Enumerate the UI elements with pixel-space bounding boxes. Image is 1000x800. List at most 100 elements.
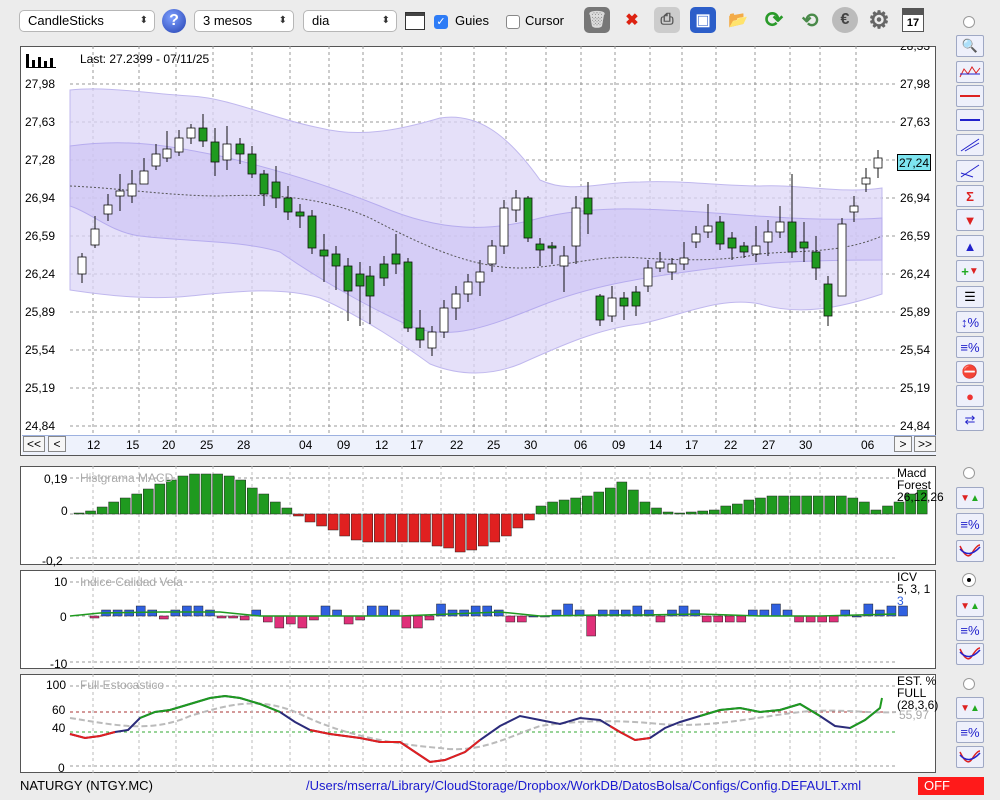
macd-bar [212,473,223,515]
interval-select[interactable]: dia ⬍ [303,10,397,32]
ticker-label: NATURGY (NTGY.MC) [20,778,153,793]
candle-body [331,253,341,267]
candle-body [127,183,137,197]
arrow-up-icon: ▲ [970,600,980,612]
zoom-tool[interactable]: 🔍 [956,35,984,57]
candle-body [873,157,883,169]
macd-bar [223,475,235,515]
scroll-last-button[interactable]: >> [914,436,936,452]
hline-blue-tool[interactable] [956,109,984,131]
bars-icon [26,52,58,71]
macd-bar [350,513,362,541]
stoch-arrows-tool[interactable]: ▼ ▲ [956,697,984,719]
candle-body [103,204,113,215]
currency-button[interactable]: € [832,7,858,33]
chart-type-select[interactable]: CandleSticks ⬍ [19,10,155,32]
calendar-day: 17 [906,17,920,29]
down-arrow-tool[interactable]: ▼ [956,209,984,231]
icv-bar [609,609,619,617]
candle-body [415,327,425,341]
icv-curve-tool[interactable] [956,643,984,665]
scroll-prev-button[interactable]: < [48,436,66,452]
macd-bar [662,511,674,515]
record-tool[interactable]: ● [956,385,984,407]
macd-bar [512,513,524,529]
price-chart: 27,9827,9827,6327,6327,2827,2826,9426,94… [25,46,930,434]
stoch-signal-line [69,702,897,751]
bands-tool[interactable] [956,61,984,83]
hline-red-tool[interactable] [956,85,984,107]
up-arrow-tool[interactable]: ▲ [956,235,984,257]
no-entry-tool[interactable]: ⛔ [956,361,984,383]
delete-button[interactable]: ✖ [619,7,645,33]
print-button[interactable]: ⎙ [654,7,680,33]
candle-body [861,177,871,185]
sync-tool[interactable]: ⇄ [956,409,984,431]
open-folder-button[interactable]: 📂 [725,7,751,33]
lines-tool[interactable]: ☰ [956,286,984,308]
y-axis-label-right: 26,24 [900,267,930,281]
scroll-first-button[interactable]: << [23,436,45,452]
chart-window-button[interactable] [405,12,425,30]
channel-tool[interactable] [956,134,984,156]
settings-button[interactable]: ⚙ [866,7,892,34]
macd-bar [281,507,293,515]
icv-bar [147,609,157,617]
icv-bar [320,605,331,617]
icv-bar [89,615,100,619]
guies-label: Guies [455,13,489,28]
percent-lines-tool[interactable]: ≡% [956,336,984,358]
cursor-label: Cursor [525,13,565,28]
trend-tool[interactable] [956,160,984,182]
download-button[interactable]: ⟲ [797,7,823,33]
macd-curve-tool[interactable] [956,540,984,562]
sum-tool[interactable]: Σ [956,185,984,207]
candle-body [439,307,449,333]
period-select[interactable]: 3 mesos ⬍ [194,10,294,32]
off-toggle[interactable]: OFF [918,777,984,795]
panel-radio-macd[interactable] [963,467,975,479]
macd-bar [258,493,270,515]
panel-radio-main[interactable] [963,16,975,28]
stoch-percent-tool[interactable]: ≡% [956,721,984,743]
percent-range-tool[interactable]: ↕% [956,311,984,333]
icv-arrows-tool[interactable]: ▼ ▲ [956,595,984,617]
icv-bar [805,615,816,623]
icv-percent-tool[interactable]: ≡% [956,619,984,641]
icv-bar [713,615,723,623]
x-axis-label: 28 [237,438,251,452]
no-entry-icon: ⛔ [961,364,979,379]
macd-percent-tool[interactable]: ≡% [956,513,984,535]
x-axis-label: 30 [799,438,813,452]
macd-bar [697,510,708,515]
add-remove-tool[interactable]: + ▼ [956,260,984,282]
scroll-next-button[interactable]: > [894,436,912,452]
icv-bar [644,609,654,617]
macd-bar [316,513,327,527]
stoch-curve-tool[interactable] [956,746,984,768]
y-axis-label: 26,24 [25,267,55,281]
y-axis-label-right: 26,94 [900,191,930,205]
panel-radio-icv[interactable] [963,574,975,586]
stoch-low-segment [309,729,481,764]
cursor-checkbox[interactable] [506,15,520,29]
calendar-button[interactable]: 17 [902,8,924,32]
icv-bar [390,609,400,617]
trash-button[interactable]: 🗑 [584,7,610,33]
icv-bar [701,615,712,623]
save-button[interactable]: ▣ [690,7,716,33]
icv-bar [193,605,204,617]
macd-bar [385,513,397,543]
panel-radio-stoch[interactable] [963,678,975,690]
macd-arrows-tool[interactable]: ▼ ▲ [956,487,984,509]
macd-bar [501,513,512,537]
macd-bar [466,513,477,551]
refresh-button[interactable]: ⟳ [761,7,787,33]
help-button[interactable]: ? [162,9,186,33]
candle-body [186,127,196,139]
guies-checkbox[interactable]: ✓ [434,15,448,29]
macd-bar [685,511,697,515]
y-axis-label-right: 27,98 [900,77,930,91]
macd-bar [870,509,882,515]
macd-bar [454,513,466,553]
